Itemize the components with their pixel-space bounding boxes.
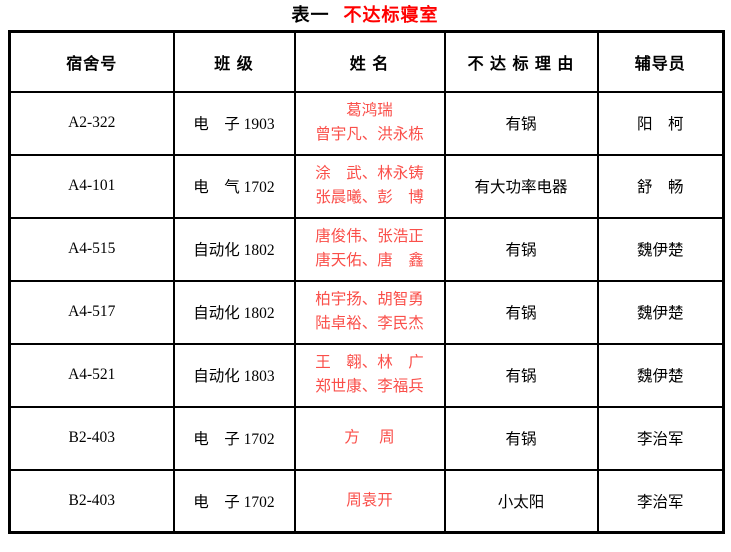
title-main: 不达标寝室 <box>343 5 439 25</box>
table-row: A4-515 自动化 1802 唐俊伟、张浩正 唐天佑、唐 鑫 有锅 魏伊楚 <box>8 216 725 282</box>
col-header-room: 宿舍号 <box>8 30 175 93</box>
cell-reason: 有锅 <box>443 342 599 408</box>
cell-reason: 有锅 <box>443 90 599 156</box>
cell-names: 柏宇扬、胡智勇 陆卓裕、李民杰 <box>293 279 446 345</box>
table-row: A4-101 电 气 1702 涂 武、林永铸 张晨曦、彭 博 有大功率电器 舒… <box>8 153 725 219</box>
cell-counselor: 阳 柯 <box>596 90 725 156</box>
col-header-reason: 不 达 标 理 由 <box>443 30 599 93</box>
title-prefix: 表一 <box>291 5 330 25</box>
cell-class: 电 气 1702 <box>172 153 296 219</box>
cell-class: 电 子 1702 <box>172 405 296 471</box>
cell-counselor: 魏伊楚 <box>596 216 725 282</box>
cell-names: 王 翱、林 广 郑世康、李福兵 <box>293 342 446 408</box>
page-title: 表一 不达标寝室 <box>8 0 722 30</box>
cell-names: 周袁开 <box>293 468 446 534</box>
cell-room: A4-515 <box>8 216 175 282</box>
cell-class: 自动化 1803 <box>172 342 296 408</box>
col-header-counselor: 辅导员 <box>596 30 725 93</box>
cell-counselor: 魏伊楚 <box>596 342 725 408</box>
cell-room: A2-322 <box>8 90 175 156</box>
col-header-class: 班 级 <box>172 30 296 93</box>
cell-reason: 有锅 <box>443 279 599 345</box>
table-row: A4-517 自动化 1802 柏宇扬、胡智勇 陆卓裕、李民杰 有锅 魏伊楚 <box>8 279 725 345</box>
cell-class: 自动化 1802 <box>172 279 296 345</box>
cell-class: 电 子 1903 <box>172 90 296 156</box>
table-header-row: 宿舍号 班 级 姓 名 不 达 标 理 由 辅导员 <box>8 30 725 93</box>
cell-counselor: 李治军 <box>596 405 725 471</box>
table-row: B2-403 电 子 1702 周袁开 小太阳 李治军 <box>8 468 725 534</box>
cell-room: A4-521 <box>8 342 175 408</box>
cell-reason: 有大功率电器 <box>443 153 599 219</box>
cell-names: 涂 武、林永铸 张晨曦、彭 博 <box>293 153 446 219</box>
table-row: A2-322 电 子 1903 葛鸿瑞 曾宇凡、洪永栋 有锅 阳 柯 <box>8 90 725 156</box>
cell-counselor: 舒 畅 <box>596 153 725 219</box>
non-compliant-dorm-table: 宿舍号 班 级 姓 名 不 达 标 理 由 辅导员 A2-322 电 子 190… <box>8 30 725 534</box>
cell-room: A4-101 <box>8 153 175 219</box>
table-row: A4-521 自动化 1803 王 翱、林 广 郑世康、李福兵 有锅 魏伊楚 <box>8 342 725 408</box>
cell-names: 方 周 <box>293 405 446 471</box>
table-row: B2-403 电 子 1702 方 周 有锅 李治军 <box>8 405 725 471</box>
cell-room: B2-403 <box>8 405 175 471</box>
cell-class: 电 子 1702 <box>172 468 296 534</box>
cell-reason: 有锅 <box>443 405 599 471</box>
cell-reason: 小太阳 <box>443 468 599 534</box>
cell-counselor: 李治军 <box>596 468 725 534</box>
cell-class: 自动化 1802 <box>172 216 296 282</box>
cell-counselor: 魏伊楚 <box>596 279 725 345</box>
cell-room: A4-517 <box>8 279 175 345</box>
cell-reason: 有锅 <box>443 216 599 282</box>
cell-room: B2-403 <box>8 468 175 534</box>
cell-names: 唐俊伟、张浩正 唐天佑、唐 鑫 <box>293 216 446 282</box>
cell-names: 葛鸿瑞 曾宇凡、洪永栋 <box>293 90 446 156</box>
col-header-names: 姓 名 <box>293 30 446 93</box>
